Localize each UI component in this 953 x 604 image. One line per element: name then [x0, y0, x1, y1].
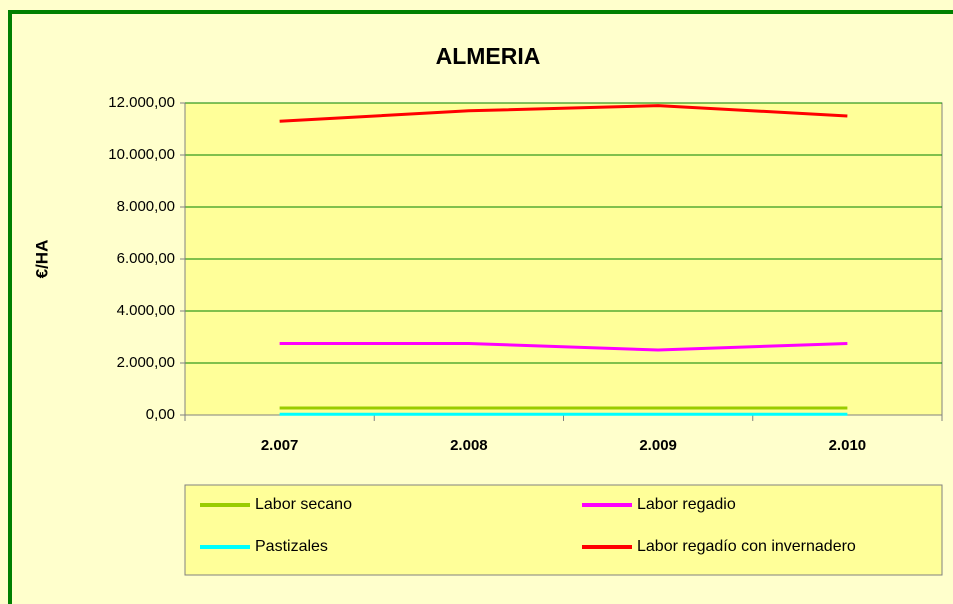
y-tick-label: 12.000,00 [108, 94, 175, 111]
chart-frame [8, 10, 953, 604]
y-axis-title: €/HA [32, 240, 51, 279]
y-tick-label: 10.000,00 [108, 146, 175, 163]
legend-label: Labor regadío con invernadero [637, 538, 856, 555]
y-tick-label: 0,00 [146, 406, 175, 423]
legend-box [184, 484, 943, 576]
series-line [279, 342, 848, 352]
y-tick-label: 4.000,00 [117, 302, 175, 319]
chart-title: ALMERIA [436, 43, 541, 69]
y-tick-label: 2.000,00 [117, 354, 175, 371]
x-tick-label: 2.007 [261, 437, 299, 454]
y-tick-label: 8.000,00 [117, 198, 175, 215]
x-tick-label: 2.008 [450, 437, 488, 454]
legend-label: Pastizales [255, 538, 328, 555]
y-tick-label: 6.000,00 [117, 250, 175, 267]
legend-label: Labor regadio [637, 496, 736, 513]
series-line [279, 104, 848, 123]
x-tick-label: 2.010 [829, 437, 867, 454]
legend-label: Labor secano [255, 496, 352, 513]
x-tick-label: 2.009 [639, 437, 677, 454]
